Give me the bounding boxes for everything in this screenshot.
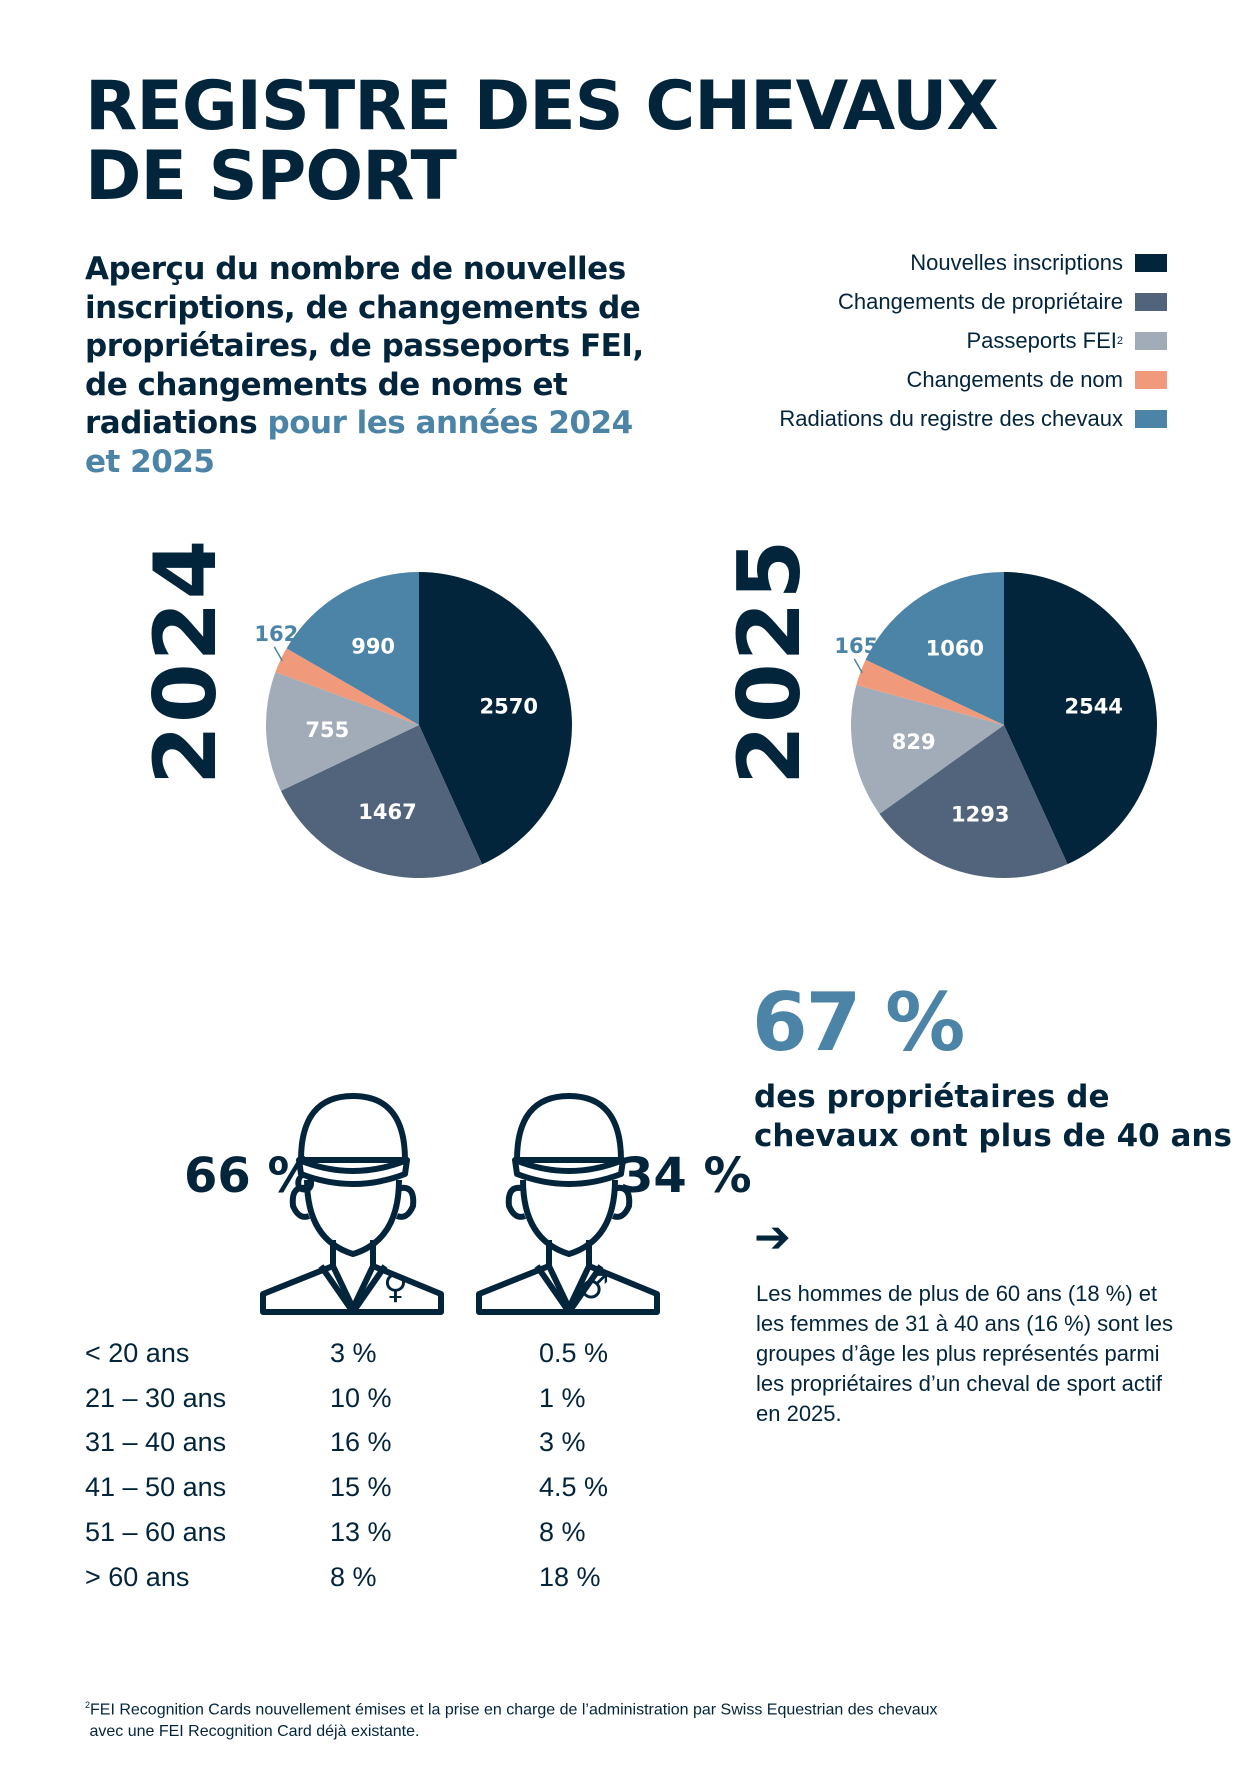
leader-line xyxy=(273,646,283,662)
age-group: 41 – 50 ans xyxy=(85,1472,227,1503)
pie-slice xyxy=(1004,572,1157,865)
big-text-line: des propriétaires de xyxy=(754,1079,1110,1115)
legend-swatch xyxy=(1135,410,1167,428)
owners-paragraph: Les hommes de plus de 60 ans (18 %) et l… xyxy=(756,1281,1173,1426)
female-value: 15 % xyxy=(330,1472,392,1503)
age-group: < 20 ans xyxy=(85,1338,190,1368)
male-value: 0.5 % xyxy=(539,1338,609,1368)
legend-swatch xyxy=(1135,332,1167,350)
legend-item: Radiations du registre des chevaux xyxy=(779,406,1167,432)
pie-label: 1060 xyxy=(926,636,984,660)
legend-item: Nouvelles inscriptions xyxy=(910,250,1167,276)
legend-label: Radiations du registre des chevaux xyxy=(779,406,1123,431)
pie-slice xyxy=(275,648,419,725)
pie-label: 1467 xyxy=(358,800,416,824)
male-percentage: 34 % xyxy=(620,1148,752,1204)
male-value: 3 % xyxy=(539,1427,586,1458)
legend-sup: 2 xyxy=(1116,335,1123,347)
age-group: 31 – 40 ans xyxy=(85,1427,227,1458)
female-value: 10 % xyxy=(330,1382,392,1413)
legend-item: Changements de nom xyxy=(907,367,1167,393)
male-value: 8 % xyxy=(539,1516,586,1547)
title-line: DE SPORT xyxy=(85,137,457,216)
age-group: 21 – 30 ans xyxy=(85,1382,227,1413)
pie-slice xyxy=(856,659,1004,725)
legend-label: Nouvelles inscriptions xyxy=(910,250,1123,275)
male-value: 1 % xyxy=(539,1382,586,1413)
male-value: 4.5 % xyxy=(539,1472,609,1503)
legend-swatch xyxy=(1135,254,1167,272)
subtitle-main: Aperçu du nombre de nouvelles inscriptio… xyxy=(85,251,644,441)
female-value: 8 % xyxy=(330,1561,377,1592)
pie-slice xyxy=(280,725,483,878)
female-value: 3 % xyxy=(330,1338,377,1368)
pie-label: 755 xyxy=(305,718,349,742)
female-symbol: ♀ xyxy=(383,1267,408,1307)
female-value: 13 % xyxy=(330,1516,392,1547)
pie-slice xyxy=(419,572,573,865)
title-line: REGISTRE DES CHEVAUX xyxy=(85,67,999,146)
leader-line xyxy=(853,658,863,674)
subtitle: Aperçu du nombre de nouvelles inscriptio… xyxy=(85,250,645,481)
big-text-line: chevaux ont plus de 40 ans xyxy=(754,1117,1232,1154)
pie-label: 829 xyxy=(892,730,936,754)
pie-label: 1293 xyxy=(951,803,1009,827)
page-title: REGISTRE DES CHEVAUX DE SPORT xyxy=(85,67,999,216)
pie-slice xyxy=(879,725,1068,878)
footnote-line: avec une FEI Recognition Card déjà exist… xyxy=(89,1723,420,1741)
pie-slice xyxy=(851,685,1004,814)
male-rider-icon: ♂ xyxy=(476,1093,660,1315)
male-value: 18 % xyxy=(539,1561,601,1592)
pie-slice xyxy=(865,572,1004,725)
legend-label: Changements de nom xyxy=(906,367,1123,392)
pie-label: 990 xyxy=(351,634,395,658)
pie-slice xyxy=(266,672,419,791)
subtitle-highlight: pour les années 2024 et 2025 xyxy=(85,405,633,480)
legend-item: Changements de propriétaire xyxy=(838,289,1167,315)
footnote-marker: 2 xyxy=(85,1700,91,1710)
legend-label: Changements de propriétaire xyxy=(838,289,1123,314)
pie-label: 2544 xyxy=(1064,694,1122,718)
age-group: > 60 ans xyxy=(85,1561,190,1592)
legend-label: Passeports FEI xyxy=(966,328,1117,353)
big-text: des propriétaires de chevaux ont plus de … xyxy=(754,1078,1232,1155)
arrow-right-icon: ➔ xyxy=(754,1212,791,1263)
female-value: 16 % xyxy=(330,1427,392,1458)
pie-label: 2570 xyxy=(480,695,538,719)
legend-swatch xyxy=(1135,293,1167,311)
age-group: 51 – 60 ans xyxy=(85,1516,227,1547)
legend-swatch xyxy=(1135,371,1167,389)
footnote-line: FEI Recognition Cards nouvellement émise… xyxy=(90,1701,938,1719)
big-percentage: 67 % xyxy=(752,976,965,1069)
pie-slice xyxy=(286,572,419,725)
male-symbol: ♂ xyxy=(579,1267,609,1307)
legend-item: Passeports FEI 2 xyxy=(966,328,1167,354)
female-rider-icon: ♀ xyxy=(260,1093,444,1315)
footnote: 2FEI Recognition Cards nouvellement émis… xyxy=(85,1694,1085,1743)
